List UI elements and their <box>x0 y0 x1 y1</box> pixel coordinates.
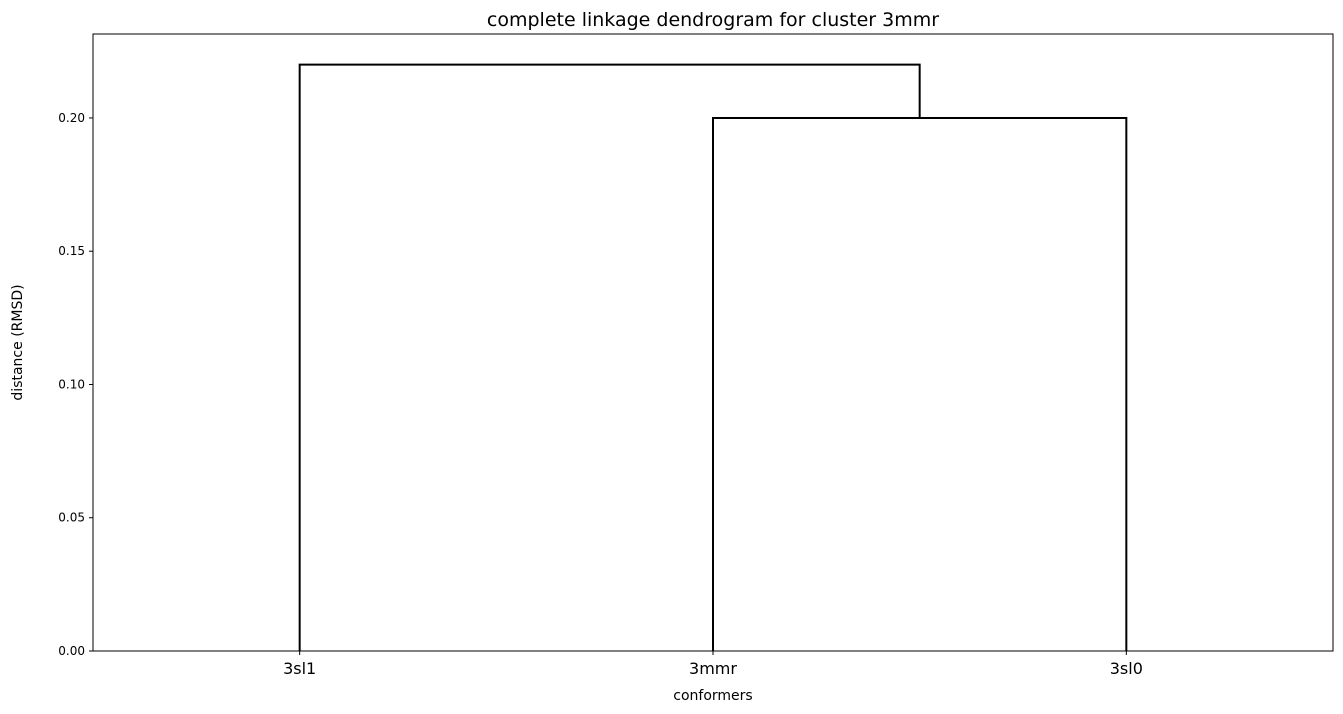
leaf-label-3mmr: 3mmr <box>689 659 737 678</box>
y-axis-ticks: 0.00 0.05 0.10 0.15 0.20 <box>58 111 93 658</box>
dendrogram-links <box>298 63 1128 651</box>
leaf-label-3sl1: 3sl1 <box>283 659 316 678</box>
y-axis-label: distance (RMSD) <box>10 284 26 400</box>
dendrogram-link-1 <box>298 63 921 651</box>
y-tick-label: 0.00 <box>58 644 85 658</box>
y-tick-label: 0.05 <box>58 511 85 525</box>
dendrogram-link-0 <box>712 116 1128 651</box>
y-tick-label: 0.20 <box>58 111 85 125</box>
leaf-label-3sl0: 3sl0 <box>1110 659 1143 678</box>
y-tick-label: 0.15 <box>58 244 85 258</box>
x-axis-label: conformers <box>673 688 752 704</box>
x-axis-ticks: 3sl1 3mmr 3sl0 <box>283 651 1143 678</box>
y-tick-label: 0.10 <box>58 377 85 391</box>
chart-title: complete linkage dendrogram for cluster … <box>487 9 939 31</box>
